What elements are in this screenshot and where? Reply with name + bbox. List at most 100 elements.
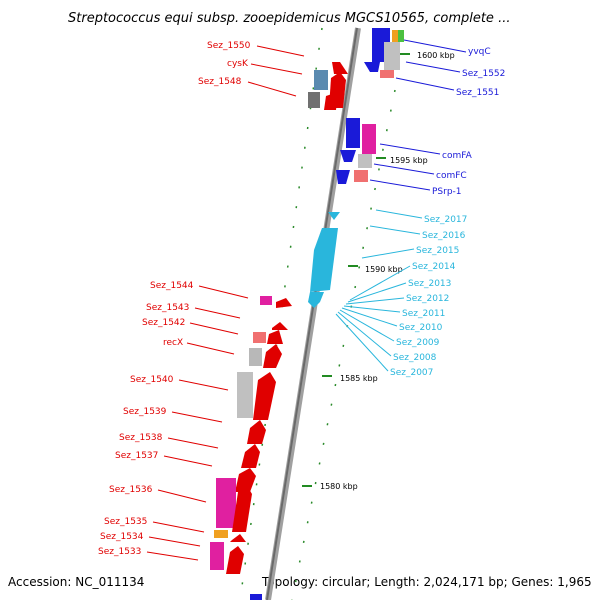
- leader-comFC: [373, 163, 435, 175]
- right-cyan-labels: Sez_2017 Sez_2016 Sez_2015 Sez_2014 Sez_…: [335, 209, 467, 378]
- map-title: Streptococcus equi subsp. zooepidemicus …: [68, 11, 510, 26]
- leader-sez1536: [157, 489, 207, 503]
- leader-sez1552: [405, 61, 461, 73]
- gene-arrow-sez1534[interactable]: [230, 534, 246, 542]
- gene-block-comFA-1[interactable]: [346, 118, 360, 148]
- gene-arrow-yvqC[interactable]: [364, 62, 380, 72]
- leader-sez2015: [361, 248, 415, 259]
- label-recX[interactable]: recX: [163, 338, 183, 348]
- gene-arrow-sez1539[interactable]: [247, 420, 266, 444]
- gene-block-comFC[interactable]: [358, 154, 372, 168]
- label-sez2009[interactable]: Sez_2009: [396, 338, 440, 348]
- label-yvqC[interactable]: yvqC: [468, 47, 491, 57]
- label-comFC[interactable]: comFC: [436, 171, 467, 181]
- leader-sez2013: [347, 282, 407, 303]
- leader-sez1535: [152, 521, 205, 533]
- gene-block-psrp1[interactable]: [354, 170, 368, 182]
- label-sez1538[interactable]: Sez_1538: [119, 433, 163, 443]
- leader-yvqC: [403, 39, 467, 53]
- gene-block-comFA-2[interactable]: [362, 124, 376, 154]
- right-gene-track: [308, 28, 404, 308]
- label-sez2011[interactable]: Sez_2011: [402, 309, 445, 319]
- leader-sez1543: [194, 307, 241, 319]
- gene-block-sez1552[interactable]: [384, 42, 400, 70]
- tick-label-1600: 1600 kbp: [417, 51, 455, 60]
- gene-block-sez1533[interactable]: [210, 542, 224, 570]
- label-sez2015[interactable]: Sez_2015: [416, 246, 459, 256]
- gene-block-orange[interactable]: [392, 30, 400, 42]
- gene-arrow-sez1537[interactable]: [235, 468, 256, 492]
- gene-arrow-sez2007[interactable]: [308, 292, 324, 308]
- leader-sez1533: [146, 551, 199, 561]
- label-sez1552[interactable]: Sez_1552: [462, 69, 505, 79]
- label-sez1542[interactable]: Sez_1542: [142, 318, 185, 328]
- gene-arrow-sez1533[interactable]: [226, 546, 244, 574]
- label-sez1543[interactable]: Sez_1543: [146, 303, 189, 313]
- leader-sez2012: [345, 297, 405, 305]
- gene-arrow-recX[interactable]: [263, 344, 282, 368]
- gene-block-sez2016[interactable]: [310, 228, 338, 292]
- leader-sez1534: [148, 536, 201, 547]
- label-sez2016[interactable]: Sez_2016: [422, 231, 466, 241]
- label-sez1544[interactable]: Sez_1544: [150, 281, 194, 291]
- gene-block-sez1551[interactable]: [380, 70, 394, 78]
- gene-block-sez1535[interactable]: [214, 530, 228, 538]
- gene-arrow-sez1538[interactable]: [241, 444, 260, 468]
- topology-label: Topology: circular; Length: 2,024,171 bp…: [261, 575, 592, 589]
- leader-sez1540: [178, 379, 229, 391]
- gene-arrow-sez1544[interactable]: [276, 298, 292, 308]
- label-comFA[interactable]: comFA: [442, 151, 473, 161]
- label-sez1533[interactable]: Sez_1533: [98, 547, 141, 557]
- leader-comFA: [379, 143, 441, 155]
- label-sez1535[interactable]: Sez_1535: [104, 517, 147, 527]
- leader-sez1551: [395, 77, 455, 91]
- label-sez2017[interactable]: Sez_2017: [424, 215, 467, 225]
- leader-sez2008: [337, 311, 392, 357]
- gene-arrow-sez1536[interactable]: [232, 484, 252, 532]
- label-sez2012[interactable]: Sez_2012: [406, 294, 449, 304]
- gene-block-cysK[interactable]: [314, 70, 328, 90]
- label-sez2010[interactable]: Sez_2010: [399, 323, 443, 333]
- left-gene-labels: Sez_1550 cysK Sez_1548 Sez_1544 Sez_1543…: [98, 41, 305, 561]
- label-psrp1[interactable]: PSrp-1: [432, 187, 462, 197]
- label-sez2007[interactable]: Sez_2007: [390, 368, 433, 378]
- gene-block-green[interactable]: [398, 30, 404, 42]
- label-sez1536[interactable]: Sez_1536: [109, 485, 153, 495]
- gene-block-recX[interactable]: [249, 348, 262, 366]
- gene-block-sez1542[interactable]: [253, 332, 266, 343]
- label-sez1540[interactable]: Sez_1540: [130, 375, 174, 385]
- label-sez2013[interactable]: Sez_2013: [408, 279, 451, 289]
- gene-arrow-psrp1[interactable]: [336, 170, 350, 184]
- leader-sez2009: [339, 309, 395, 342]
- label-sez1537[interactable]: Sez_1537: [115, 451, 158, 461]
- label-sez2008[interactable]: Sez_2008: [393, 353, 437, 363]
- gene-block-sez1540[interactable]: [237, 372, 253, 418]
- leader-sez1542: [189, 322, 239, 335]
- gene-arrow-sez1540[interactable]: [253, 372, 276, 420]
- leader-cysK: [250, 63, 303, 75]
- gene-arrow-sez2017[interactable]: [328, 212, 340, 220]
- label-sez1548[interactable]: Sez_1548: [198, 77, 242, 87]
- gene-block-sez1536[interactable]: [216, 478, 236, 528]
- gene-arrow-sez1542[interactable]: [267, 330, 283, 344]
- label-sez1551[interactable]: Sez_1551: [456, 88, 499, 98]
- label-cysK[interactable]: cysK: [227, 59, 249, 69]
- label-sez1534[interactable]: Sez_1534: [100, 532, 144, 542]
- leader-sez1538: [167, 437, 219, 449]
- leader-sez2007: [335, 313, 389, 372]
- gene-arrow-comFA[interactable]: [340, 150, 356, 162]
- gene-arrow-sez1550[interactable]: [332, 62, 348, 74]
- label-sez2014[interactable]: Sez_2014: [412, 262, 456, 272]
- gene-block-bottom-edge[interactable]: [250, 594, 262, 600]
- gene-block-sez1544[interactable]: [260, 296, 272, 305]
- leader-sez2016: [369, 225, 421, 235]
- label-sez1550[interactable]: Sez_1550: [207, 41, 251, 51]
- left-gene-track: [210, 62, 348, 574]
- label-sez1539[interactable]: Sez_1539: [123, 407, 167, 417]
- guide-dotted-left: [239, 27, 323, 600]
- gene-block-sez1548[interactable]: [308, 92, 320, 108]
- gene-arrow-sez1543[interactable]: [272, 322, 288, 330]
- guide-dotted-right: [291, 89, 396, 600]
- gene-arrow-sez1548[interactable]: [324, 92, 338, 110]
